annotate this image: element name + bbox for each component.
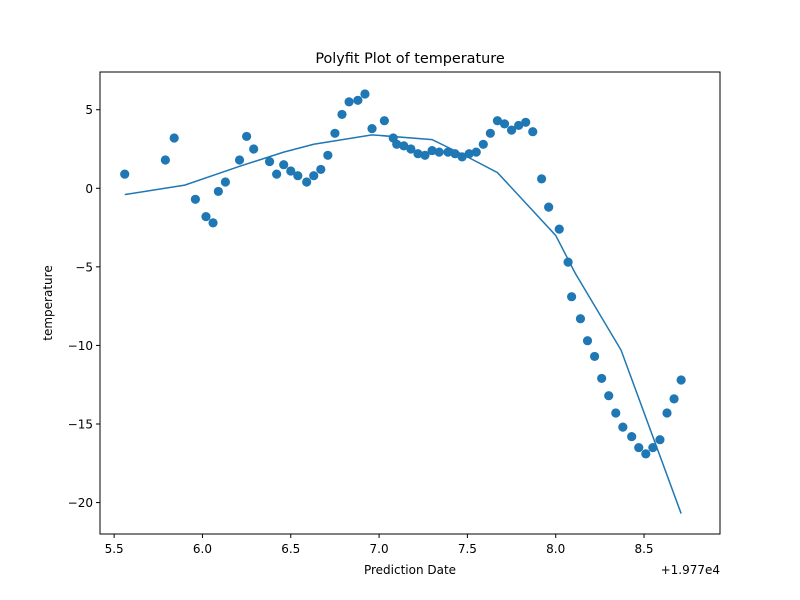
data-point-41: [485, 128, 495, 138]
chart-title: Polyfit Plot of temperature: [315, 51, 505, 67]
scatter-points-layer: [120, 89, 686, 459]
data-point-7: [220, 177, 231, 187]
data-point-13: [279, 160, 289, 170]
data-point-45: [514, 120, 524, 131]
data-point-66: [669, 394, 679, 404]
data-point-35: [443, 147, 453, 157]
data-point-18: [316, 164, 326, 175]
x-tick-label-2: 6.5: [281, 542, 300, 556]
data-point-37: [457, 152, 467, 162]
plot-area: [120, 89, 686, 514]
y-axis-label: temperature: [41, 265, 55, 340]
data-point-40: [478, 139, 488, 149]
data-point-20: [330, 128, 340, 138]
data-point-53: [575, 314, 586, 324]
data-point-38: [464, 149, 474, 159]
data-point-23: [353, 95, 363, 105]
data-point-29: [399, 141, 409, 151]
data-point-54: [582, 336, 593, 346]
data-point-21: [337, 109, 347, 120]
x-tick-label-5: 8.0: [546, 542, 565, 556]
data-point-51: [563, 257, 573, 267]
data-point-6: [213, 186, 223, 197]
data-point-49: [544, 202, 554, 212]
data-point-19: [323, 150, 333, 160]
x-tick-label-1: 6.0: [193, 542, 212, 556]
x-axis-label: Prediction Date: [364, 563, 456, 577]
y-tick-label-4: −15: [68, 418, 93, 432]
data-point-31: [413, 149, 423, 159]
data-point-34: [434, 147, 444, 157]
data-point-46: [521, 117, 531, 127]
data-point-47: [528, 127, 538, 137]
data-point-14: [286, 166, 296, 176]
data-point-30: [406, 144, 416, 154]
data-point-60: [627, 431, 637, 442]
x-tick-label-4: 7.5: [458, 542, 477, 556]
data-point-48: [537, 174, 547, 184]
x-tick-label-6: 8.5: [634, 542, 653, 556]
data-point-56: [597, 373, 607, 384]
data-point-36: [450, 149, 460, 159]
data-point-39: [471, 147, 481, 157]
polyfit-line: [124, 134, 682, 514]
data-point-44: [506, 125, 517, 135]
data-point-15: [293, 171, 303, 181]
x-axis-ticks: 5.5 6.0 6.5 7.0 7.5 8.0 8.5: [105, 534, 654, 556]
data-point-57: [604, 391, 614, 401]
x-tick-label-0: 5.5: [105, 542, 124, 556]
data-point-16: [302, 177, 312, 187]
data-point-3: [190, 194, 200, 204]
data-point-50: [554, 224, 564, 234]
data-point-2: [169, 133, 179, 143]
x-axis-offset-label: +1.977e4: [661, 563, 720, 577]
data-point-63: [648, 442, 658, 453]
y-tick-label-0: 5: [85, 103, 93, 117]
y-tick-label-2: −5: [75, 260, 93, 274]
data-point-32: [420, 150, 430, 160]
data-point-25: [367, 123, 377, 134]
data-point-43: [499, 119, 510, 129]
data-point-17: [309, 171, 319, 181]
data-point-10: [249, 144, 259, 154]
fit-line-layer: [124, 134, 682, 514]
axes-frame: [99, 71, 721, 535]
data-point-42: [492, 116, 503, 126]
data-point-9: [242, 131, 252, 142]
x-tick-label-3: 7.0: [370, 542, 389, 556]
y-tick-label-1: 0: [85, 182, 93, 196]
data-point-64: [655, 435, 665, 445]
y-tick-label-5: −20: [68, 496, 93, 510]
data-point-8: [234, 155, 245, 165]
data-point-52: [567, 292, 577, 302]
y-tick-label-3: −10: [68, 339, 93, 353]
data-point-22: [344, 97, 354, 107]
data-point-4: [201, 211, 211, 222]
data-point-61: [634, 442, 644, 453]
data-point-24: [360, 89, 370, 99]
data-point-59: [618, 422, 628, 432]
data-point-65: [662, 408, 672, 418]
data-point-26: [379, 116, 389, 126]
data-point-67: [676, 375, 686, 385]
data-point-5: [208, 218, 218, 228]
data-point-33: [427, 145, 437, 156]
y-axis-ticks: 5 0 −5 −10 −15 −20: [68, 103, 100, 510]
data-point-62: [641, 449, 651, 459]
data-point-11: [264, 156, 275, 167]
data-point-1: [160, 155, 170, 165]
data-point-0: [120, 169, 130, 179]
data-point-12: [272, 169, 282, 179]
data-point-58: [611, 408, 621, 418]
data-point-55: [589, 351, 600, 362]
data-point-28: [392, 139, 402, 149]
